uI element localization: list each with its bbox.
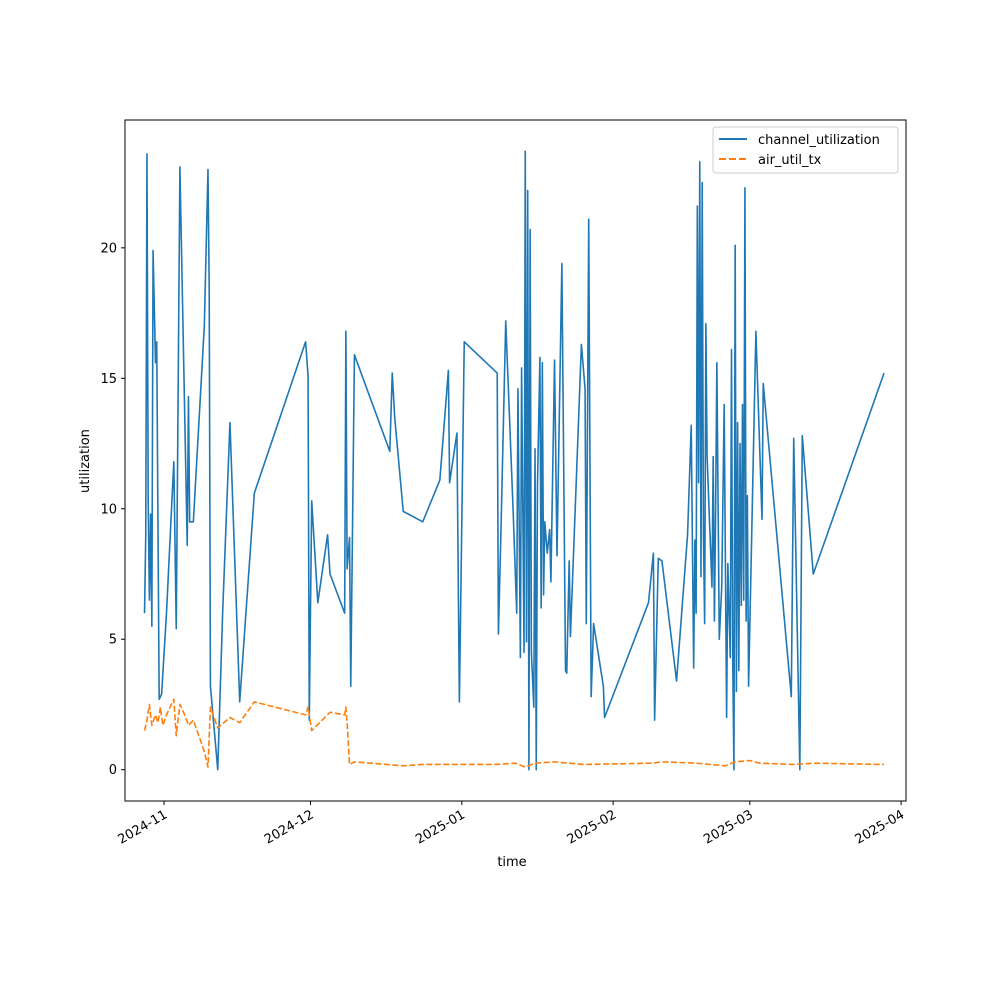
y-tick-label: 10 [100,502,117,517]
series-line-channel-utilization [143,150,885,771]
y-axis-ticks: 0 5 10 15 20 [100,241,125,778]
legend-box [712,126,899,174]
y-tick-label: 0 [109,763,117,778]
y-tick-label: 15 [100,372,117,387]
series-line-air-util-tx [143,698,885,768]
legend-label-channel-utilization: channel_utilization [758,133,880,148]
y-tick-label: 20 [100,241,117,256]
legend: channel_utilization air_util_tx [712,126,899,174]
plot-frame [124,119,907,802]
legend-label-air-util-tx: air_util_tx [758,153,822,168]
y-tick-label: 5 [109,633,117,648]
series-layer [143,150,885,771]
x-axis-label: time [497,855,526,870]
y-axis-label: utilization [78,429,93,493]
